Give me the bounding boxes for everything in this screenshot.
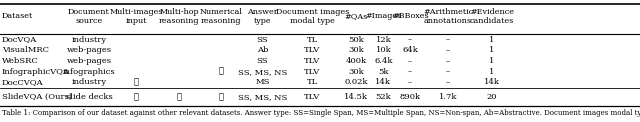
Text: TLV: TLV	[304, 93, 321, 101]
Text: 6.4k: 6.4k	[374, 57, 392, 65]
Text: #QAs: #QAs	[344, 12, 367, 20]
Text: 52k: 52k	[376, 93, 391, 101]
Text: DocVQA: DocVQA	[2, 36, 37, 44]
Text: 1.7k: 1.7k	[439, 93, 457, 101]
Text: 1: 1	[490, 36, 495, 44]
Text: –: –	[446, 46, 450, 54]
Text: 20: 20	[487, 93, 497, 101]
Text: SS, MS, NS: SS, MS, NS	[237, 93, 287, 101]
Text: 0.02k: 0.02k	[344, 78, 367, 86]
Text: DocCVQA: DocCVQA	[2, 78, 44, 86]
Text: 1: 1	[490, 57, 495, 65]
Text: industry: industry	[72, 36, 106, 44]
Text: VisualMRC: VisualMRC	[2, 46, 49, 54]
Text: 14k: 14k	[484, 78, 500, 86]
Text: industry: industry	[72, 78, 106, 86]
Text: ✓: ✓	[177, 93, 182, 101]
Text: TL: TL	[307, 78, 318, 86]
Text: Answer
type: Answer type	[247, 8, 278, 25]
Text: InfographicVQA: InfographicVQA	[2, 68, 70, 76]
Text: 12k: 12k	[376, 36, 391, 44]
Text: ✓: ✓	[134, 93, 139, 101]
Text: 1: 1	[490, 68, 495, 76]
Text: TL: TL	[307, 36, 318, 44]
Text: Multi-hop
reasoning: Multi-hop reasoning	[159, 8, 200, 25]
Text: web-pages: web-pages	[67, 57, 111, 65]
Text: infographics: infographics	[63, 68, 115, 76]
Text: –: –	[446, 78, 450, 86]
Text: 5k: 5k	[378, 68, 388, 76]
Text: web-pages: web-pages	[67, 46, 111, 54]
Text: slide decks: slide decks	[65, 93, 113, 101]
Text: –: –	[408, 36, 412, 44]
Text: 64k: 64k	[403, 46, 418, 54]
Text: ✓: ✓	[134, 78, 139, 86]
Text: SS, MS, NS: SS, MS, NS	[237, 68, 287, 76]
Text: 30k: 30k	[348, 46, 364, 54]
Text: 14.5k: 14.5k	[344, 93, 368, 101]
Text: Document images
modal type: Document images modal type	[276, 8, 349, 25]
Text: Dataset: Dataset	[2, 12, 33, 20]
Text: –: –	[446, 68, 450, 76]
Text: 14k: 14k	[375, 78, 392, 86]
Text: MS: MS	[255, 78, 269, 86]
Text: 1: 1	[490, 46, 495, 54]
Text: 50k: 50k	[348, 36, 364, 44]
Text: 10k: 10k	[376, 46, 391, 54]
Text: Multi-images
input: Multi-images input	[109, 8, 163, 25]
Text: TLV: TLV	[304, 68, 321, 76]
Text: SlideVQA (Ours): SlideVQA (Ours)	[2, 93, 72, 101]
Text: Document
source: Document source	[68, 8, 110, 25]
Text: 400k: 400k	[345, 57, 367, 65]
Text: SS: SS	[257, 57, 268, 65]
Text: ✓: ✓	[218, 68, 223, 76]
Text: WebSRC: WebSRC	[2, 57, 38, 65]
Text: #Arithmetic
annotations: #Arithmetic annotations	[423, 8, 473, 25]
Text: 890k: 890k	[399, 93, 421, 101]
Text: SS: SS	[257, 36, 268, 44]
Text: TLV: TLV	[304, 57, 321, 65]
Text: –: –	[446, 36, 450, 44]
Text: Table 1: Comparison of our dataset against other relevant datasets. Answer type:: Table 1: Comparison of our dataset again…	[2, 109, 640, 117]
Text: –: –	[446, 57, 450, 65]
Text: #Images: #Images	[365, 12, 401, 20]
Text: ✓: ✓	[218, 93, 223, 101]
Text: TLV: TLV	[304, 46, 321, 54]
Text: #Evidence
candidates: #Evidence candidates	[470, 8, 515, 25]
Text: Ab: Ab	[257, 46, 268, 54]
Text: Numerical
reasoning: Numerical reasoning	[200, 8, 242, 25]
Text: –: –	[408, 78, 412, 86]
Text: 30k: 30k	[348, 68, 364, 76]
Text: –: –	[408, 68, 412, 76]
Text: –: –	[408, 57, 412, 65]
Text: #BBoxes: #BBoxes	[392, 12, 429, 20]
